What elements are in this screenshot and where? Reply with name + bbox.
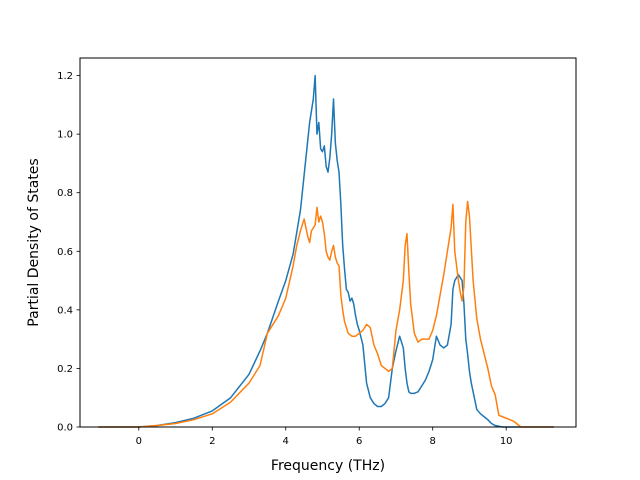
- x-axis-label: Frequency (THz): [271, 458, 385, 474]
- series-2-line: [98, 200, 554, 428]
- y-tick-label: 1.2: [57, 71, 73, 82]
- y-axis-label: Partial Density of States: [26, 158, 42, 326]
- x-axis-ticks: 0 2 4 6 8 10: [136, 427, 513, 447]
- series-1-line: [98, 74, 554, 428]
- y-tick-label: 0.0: [57, 423, 73, 434]
- y-tick-label: 0.6: [57, 247, 73, 258]
- x-tick-label: 10: [500, 436, 513, 447]
- y-tick-label: 0.4: [57, 305, 73, 316]
- x-tick-label: 2: [209, 436, 215, 447]
- x-tick-label: 6: [356, 436, 362, 447]
- x-tick-label: 8: [430, 436, 436, 447]
- y-tick-label: 1.0: [57, 130, 73, 141]
- x-tick-label: 4: [283, 436, 289, 447]
- plot-area-frame: [79, 57, 577, 428]
- series-layer: [98, 74, 554, 428]
- y-tick-label: 0.8: [57, 188, 73, 199]
- y-axis-ticks: 0.0 0.2 0.4 0.6 0.8 1.0 1.2: [57, 71, 80, 434]
- x-tick-label: 0: [136, 436, 142, 447]
- y-tick-label: 0.2: [57, 364, 73, 375]
